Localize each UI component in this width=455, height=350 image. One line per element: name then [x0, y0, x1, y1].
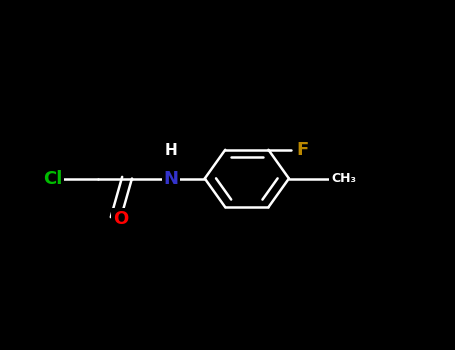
Text: H: H: [164, 143, 177, 158]
Text: O: O: [113, 210, 128, 228]
Text: F: F: [297, 141, 308, 159]
Text: CH₃: CH₃: [331, 172, 356, 185]
Text: N: N: [163, 169, 178, 188]
Text: Cl: Cl: [43, 169, 62, 188]
